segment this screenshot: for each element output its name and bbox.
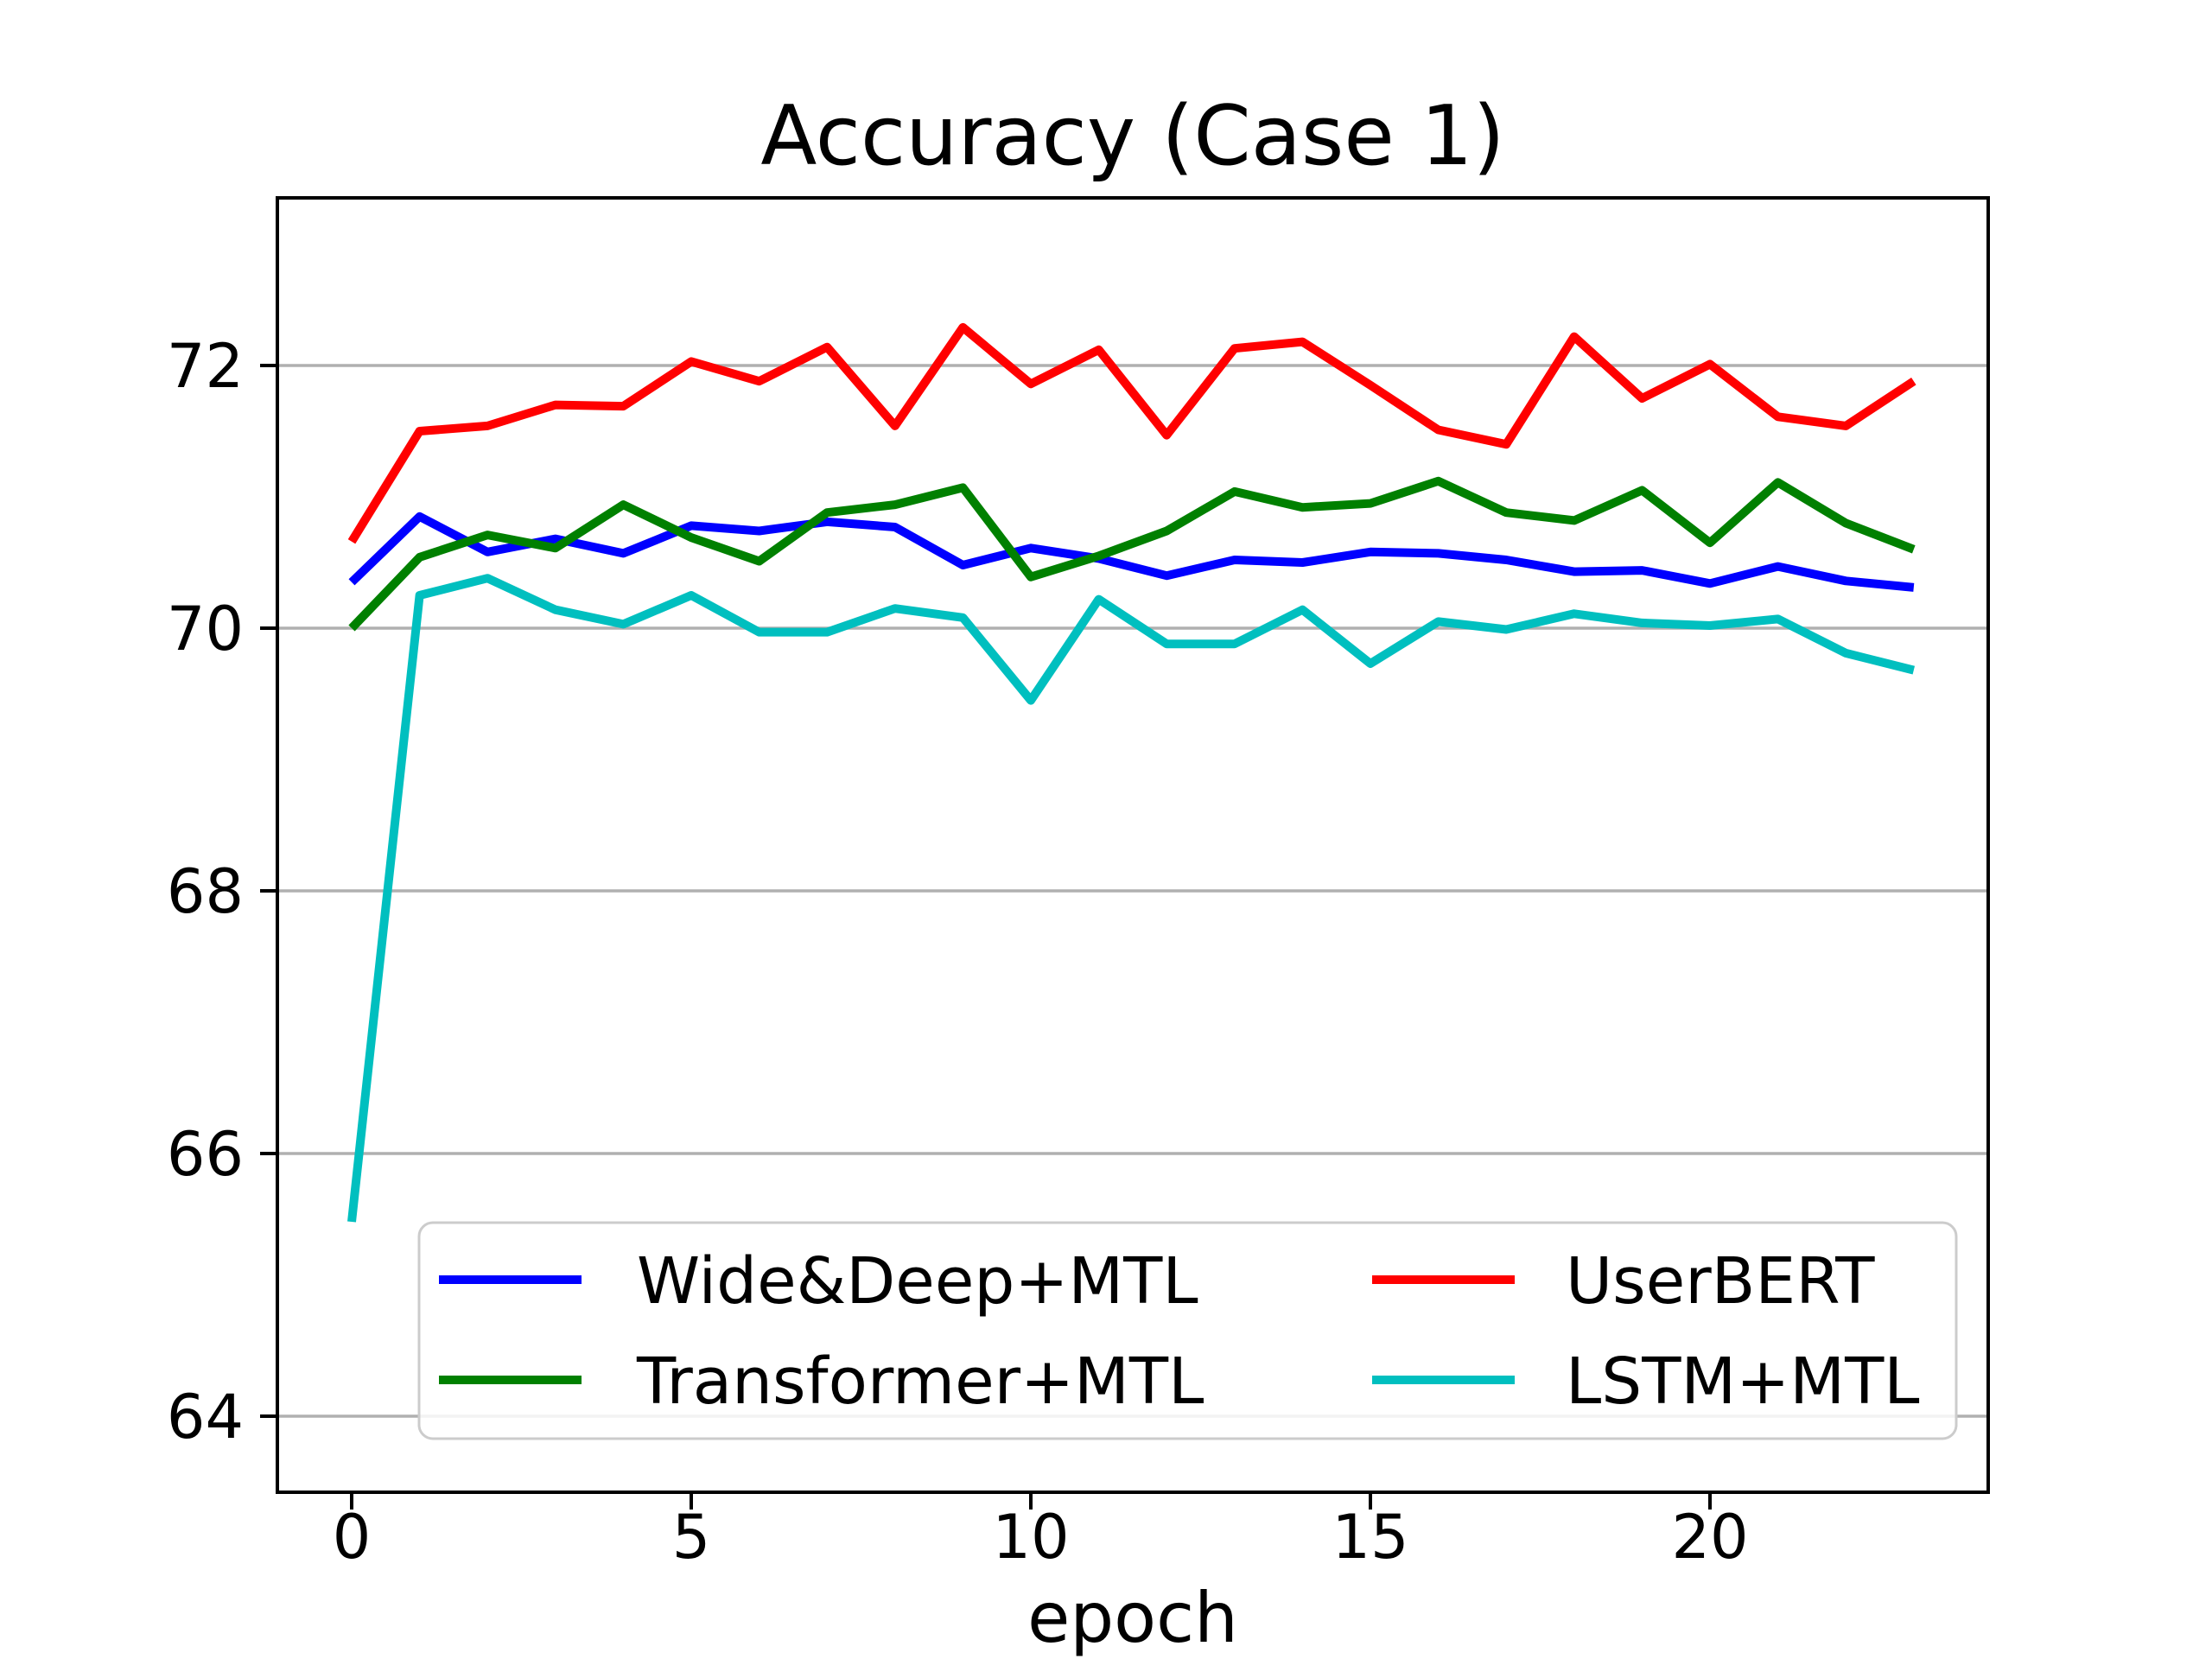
line-transformer-mtl [348,476,1916,632]
y-tick-label-72: 72 [167,331,244,402]
series-lines [347,322,1916,1223]
legend-box [417,1221,1958,1440]
legend-item-transformer-mtl: Transformer+MTL [439,1344,1204,1419]
legend-item-lstm-mtl: LSTM+MTL [1372,1344,1920,1419]
line-userbert [347,322,1916,544]
legend-label-transformer-mtl: Transformer+MTL [636,1344,1204,1419]
legend: Wide&Deep+MTL Transformer+MTL UserBERT LSTM… [417,1221,1958,1440]
legend-label-userbert: UserBERT [1566,1244,1875,1319]
x-tick-label-0: 0 [333,1502,372,1573]
legend-label-lstm-mtl: LSTM+MTL [1566,1344,1920,1419]
chart-title: Accuracy (Case 1) [760,89,1504,184]
legend-item-wide-deep-mtl: Wide&Deep+MTL [439,1244,1198,1319]
legend-label-wide-deep-mtl: Wide&Deep+MTL [637,1244,1198,1319]
y-tick-label-64: 64 [167,1382,244,1452]
axis-tick-labels: 0 5 10 15 20 72 70 68 66 64 [167,331,1749,1573]
y-tick-label-66: 66 [167,1119,244,1190]
line-lstm-mtl [347,574,1916,1223]
plot-border [276,196,1990,1494]
legend-item-userbert: UserBERT [1372,1244,1875,1319]
line-wide-deep-mtl [348,512,1915,592]
x-axis-label: epoch [1027,1578,1238,1658]
x-tick-label-15: 15 [1332,1502,1408,1573]
y-tick-label-68: 68 [167,856,244,927]
y-tick-label-70: 70 [167,594,244,664]
x-tick-label-5: 5 [672,1502,711,1573]
x-tick-label-10: 10 [992,1502,1069,1573]
x-tick-label-20: 20 [1671,1502,1748,1573]
axis-ticks [260,364,1712,1510]
